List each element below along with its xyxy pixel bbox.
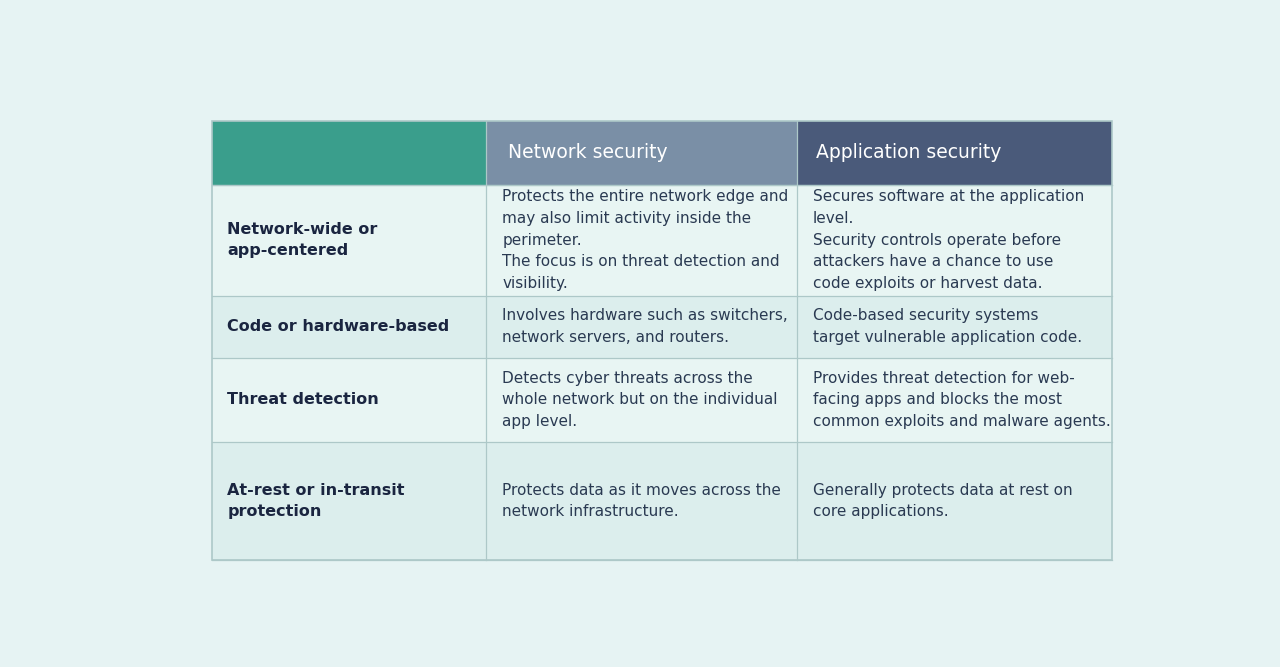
Text: Detects cyber threats across the
whole network but on the individual
app level.: Detects cyber threats across the whole n… — [502, 371, 778, 429]
Bar — [797, 121, 1112, 185]
Text: Protects data as it moves across the
network infrastructure.: Protects data as it moves across the net… — [502, 483, 781, 520]
Text: Involves hardware such as switchers,
network servers, and routers.: Involves hardware such as switchers, net… — [502, 308, 788, 345]
Text: Generally protects data at rest on
core applications.: Generally protects data at rest on core … — [813, 483, 1073, 520]
Bar — [211, 295, 1112, 358]
Text: Threat detection: Threat detection — [228, 392, 379, 408]
Bar — [486, 121, 797, 185]
Bar — [211, 358, 1112, 442]
Text: Protects the entire network edge and
may also limit activity inside the
perimete: Protects the entire network edge and may… — [502, 189, 788, 291]
Text: Secures software at the application
level.
Security controls operate before
atta: Secures software at the application leve… — [813, 189, 1084, 291]
Bar — [211, 442, 1112, 560]
Text: Code or hardware-based: Code or hardware-based — [228, 319, 449, 334]
Bar — [211, 121, 1112, 560]
Text: At-rest or in-transit
protection: At-rest or in-transit protection — [228, 483, 404, 520]
Text: Network security: Network security — [508, 143, 668, 163]
Text: Network-wide or
app-centered: Network-wide or app-centered — [228, 222, 378, 259]
Text: Code-based security systems
target vulnerable application code.: Code-based security systems target vulne… — [813, 308, 1082, 345]
Bar — [211, 185, 1112, 295]
Text: Provides threat detection for web-
facing apps and blocks the most
common exploi: Provides threat detection for web- facin… — [813, 371, 1111, 429]
Text: Application security: Application security — [815, 143, 1001, 163]
Bar — [211, 121, 486, 185]
